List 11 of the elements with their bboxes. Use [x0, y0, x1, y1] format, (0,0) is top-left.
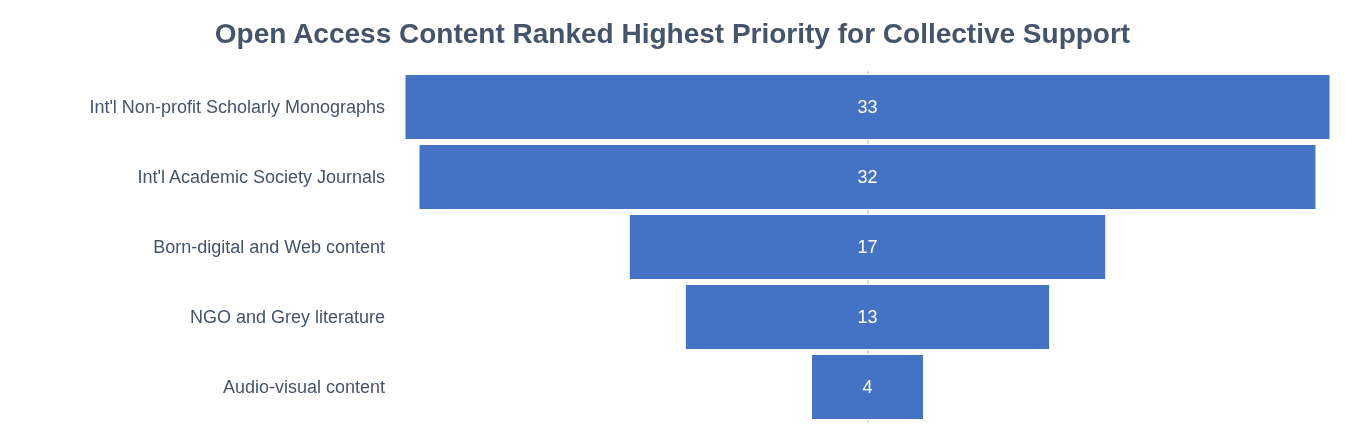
category-label: NGO and Grey literature [189, 307, 385, 327]
category-label: Int'l Academic Society Journals [137, 167, 385, 187]
data-label: 17 [857, 237, 878, 257]
data-label: 13 [857, 307, 878, 327]
data-label: 32 [857, 167, 878, 187]
category-label: Int'l Non-profit Scholarly Monographs [89, 97, 385, 117]
text: Open Access Content Ranked Highest Priority for Collective Support [214, 17, 1131, 49]
category-label: Audio-visual content [222, 377, 385, 397]
category-label: Born-digital and Web content [153, 237, 385, 257]
data-label: 4 [862, 377, 873, 397]
data-label: 33 [857, 97, 878, 117]
